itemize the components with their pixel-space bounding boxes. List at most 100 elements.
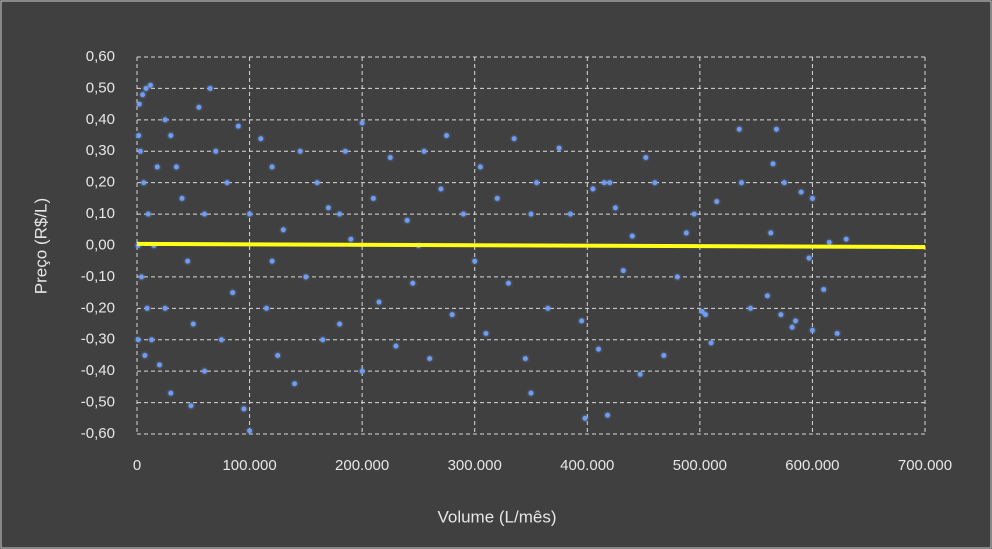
point xyxy=(768,230,774,236)
point xyxy=(314,180,320,186)
point xyxy=(582,415,588,421)
point xyxy=(264,305,269,311)
x-tick-label: 300.000 xyxy=(448,457,502,474)
x-tick-label: 700.000 xyxy=(898,457,952,474)
point xyxy=(275,353,281,358)
point xyxy=(342,148,348,154)
point xyxy=(202,211,207,217)
y-tick-label: -0,10 xyxy=(81,268,115,285)
point xyxy=(674,274,680,280)
point xyxy=(427,356,433,361)
point xyxy=(303,274,309,280)
point xyxy=(699,309,705,314)
point xyxy=(683,230,689,236)
point xyxy=(793,318,798,324)
point xyxy=(185,258,191,264)
point xyxy=(376,299,382,305)
point xyxy=(534,180,540,186)
point xyxy=(806,255,812,261)
point xyxy=(778,312,784,318)
x-tick-label: 500.000 xyxy=(673,457,727,474)
point xyxy=(798,189,804,195)
x-tick-label: 200.000 xyxy=(335,457,389,474)
point xyxy=(810,327,815,333)
point xyxy=(708,340,714,346)
y-tick-label: 0,60 xyxy=(86,48,115,65)
point xyxy=(739,180,744,186)
point xyxy=(748,305,753,311)
point xyxy=(404,217,410,223)
point xyxy=(661,353,667,358)
point xyxy=(337,211,343,217)
point xyxy=(174,164,179,170)
point xyxy=(643,155,649,160)
point xyxy=(410,280,416,286)
y-tick-label: -0,50 xyxy=(81,394,115,411)
point xyxy=(652,180,658,186)
x-tick-label: 0 xyxy=(133,457,141,474)
point xyxy=(136,133,142,138)
point xyxy=(292,381,297,387)
points xyxy=(135,82,849,434)
y-tick-label: -0,20 xyxy=(81,299,115,316)
point xyxy=(188,403,194,409)
point xyxy=(511,136,517,142)
y-tick-label: -0,60 xyxy=(81,425,115,442)
point xyxy=(613,205,618,211)
point xyxy=(149,337,155,343)
point xyxy=(258,136,264,142)
point xyxy=(269,164,275,170)
point xyxy=(230,290,236,296)
point xyxy=(179,195,185,201)
point xyxy=(736,126,742,132)
point xyxy=(821,287,827,292)
point xyxy=(781,180,787,186)
point xyxy=(348,236,354,242)
point xyxy=(247,428,252,434)
point xyxy=(135,337,141,343)
point xyxy=(843,236,849,242)
x-tick-label: 100.000 xyxy=(222,457,276,474)
point xyxy=(444,133,449,138)
point xyxy=(235,123,241,129)
point xyxy=(387,155,393,160)
point xyxy=(224,180,230,186)
point xyxy=(528,211,534,217)
point xyxy=(207,86,213,91)
point xyxy=(810,195,815,201)
point xyxy=(145,211,151,217)
y-axis-title: Preço (R$/L) xyxy=(31,198,50,294)
point xyxy=(522,356,528,361)
trend-line xyxy=(136,241,926,250)
point xyxy=(765,293,770,299)
point xyxy=(337,321,343,327)
point xyxy=(137,148,143,154)
point xyxy=(590,186,596,192)
point xyxy=(629,233,635,239)
point xyxy=(601,180,607,186)
point xyxy=(568,211,573,217)
point xyxy=(789,324,795,330)
point xyxy=(506,280,511,286)
point xyxy=(472,258,478,264)
point xyxy=(607,180,613,186)
point xyxy=(545,305,551,311)
point xyxy=(144,305,150,311)
point xyxy=(142,353,148,358)
point xyxy=(162,117,168,123)
x-tick-label: 600.000 xyxy=(785,457,839,474)
point xyxy=(359,120,365,126)
y-tick-label: 0,10 xyxy=(86,205,115,222)
point xyxy=(168,390,174,396)
point xyxy=(770,161,776,167)
point xyxy=(359,368,365,374)
point xyxy=(157,362,162,368)
point xyxy=(605,412,610,418)
point xyxy=(371,195,376,201)
point xyxy=(202,368,207,374)
y-tick-label: 0,50 xyxy=(86,79,115,96)
point xyxy=(393,343,399,349)
point xyxy=(528,390,534,396)
point xyxy=(297,148,303,154)
